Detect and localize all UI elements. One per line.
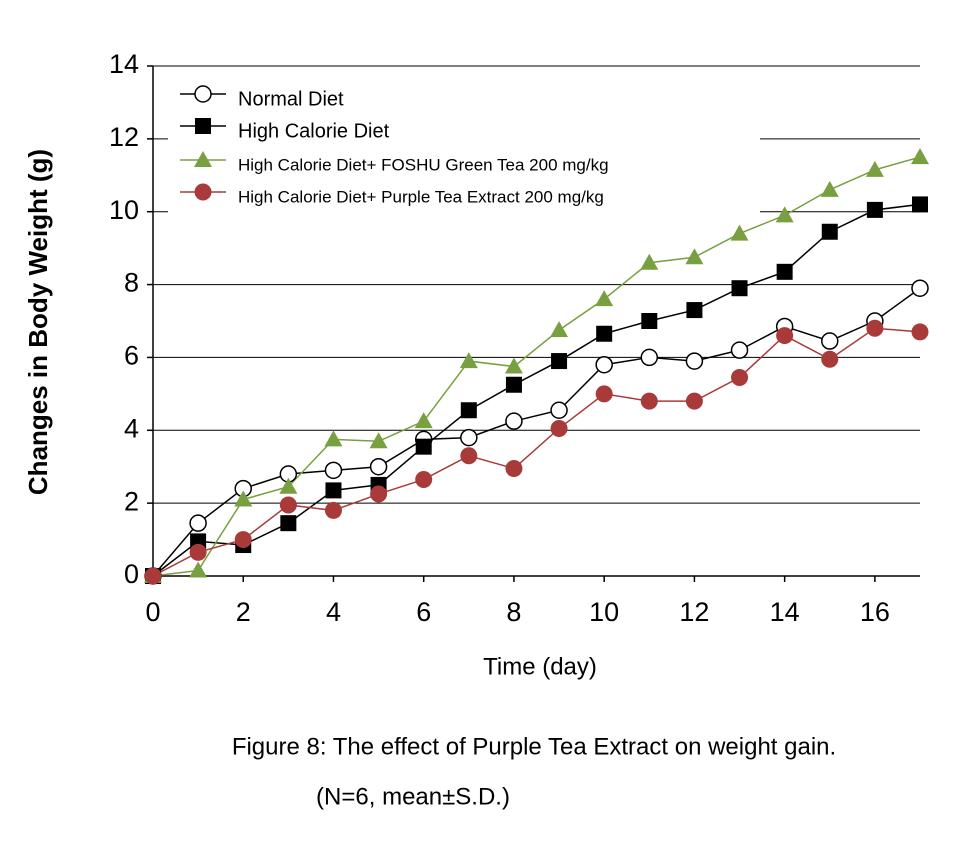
y-tick-label: 10 <box>109 195 139 225</box>
marker <box>820 180 839 197</box>
marker <box>685 352 704 370</box>
y-tick-label: 12 <box>109 122 139 152</box>
y-tick-label: 4 <box>124 413 139 443</box>
marker <box>911 323 929 341</box>
marker <box>324 501 342 519</box>
marker <box>189 543 207 561</box>
x-tick-label: 14 <box>770 597 800 627</box>
series-line <box>152 327 921 577</box>
marker <box>504 357 523 374</box>
y-tick-label: 6 <box>124 341 139 371</box>
marker <box>866 201 883 218</box>
marker <box>550 321 569 338</box>
legend-box <box>168 80 760 222</box>
marker <box>641 313 658 329</box>
marker <box>731 368 749 386</box>
marker <box>640 348 659 367</box>
marker <box>189 514 207 532</box>
marker <box>280 515 297 532</box>
marker <box>776 327 794 345</box>
marker <box>821 332 839 350</box>
marker <box>595 355 613 374</box>
x-tick-label: 8 <box>506 597 521 627</box>
marker <box>414 412 433 429</box>
x-tick-label: 6 <box>416 597 431 627</box>
marker <box>595 290 614 307</box>
marker <box>911 148 929 165</box>
legend-label: High Calorie Diet+ FOSHU Green Tea 200 m… <box>238 155 609 174</box>
marker <box>595 385 613 403</box>
marker <box>279 477 298 494</box>
marker <box>369 457 388 476</box>
marker <box>731 280 748 297</box>
marker <box>776 263 793 280</box>
x-tick-label: 12 <box>679 597 709 627</box>
marker <box>505 460 523 478</box>
marker <box>730 341 749 359</box>
y-tick-label: 2 <box>124 486 139 516</box>
marker <box>551 353 568 370</box>
x-tick-label: 4 <box>326 597 341 627</box>
marker <box>685 392 703 410</box>
marker <box>459 352 478 369</box>
legend-label: Normal Diet <box>238 88 344 110</box>
marker <box>550 401 568 419</box>
marker <box>460 402 477 419</box>
marker <box>460 428 478 447</box>
marker <box>370 485 388 503</box>
caption: Figure 8: The effect of Purple Tea Extra… <box>232 733 836 760</box>
marker <box>324 430 343 447</box>
marker <box>821 350 839 368</box>
marker <box>324 461 343 480</box>
x-axis-label: Time (day) <box>483 653 597 680</box>
marker <box>189 561 208 578</box>
series-line <box>152 156 921 577</box>
marker <box>279 496 297 514</box>
marker <box>144 567 162 585</box>
marker <box>640 253 659 270</box>
y-axis-label: Changes in Body Weight (g) <box>23 149 53 495</box>
marker <box>686 302 703 319</box>
marker <box>640 392 658 410</box>
y-tick-label: 14 <box>109 49 139 79</box>
marker <box>911 279 929 297</box>
marker <box>775 206 794 223</box>
marker <box>415 438 432 455</box>
marker <box>234 490 253 507</box>
y-tick-label: 0 <box>124 559 139 589</box>
marker <box>460 447 478 465</box>
marker <box>369 432 388 449</box>
marker <box>865 160 884 177</box>
marker <box>194 151 212 167</box>
marker <box>194 183 212 201</box>
x-tick-label: 16 <box>860 597 890 627</box>
marker <box>194 85 212 103</box>
marker <box>234 531 252 549</box>
marker <box>550 419 568 437</box>
marker <box>866 319 884 337</box>
marker <box>912 196 928 213</box>
legend-label: High Calorie Diet <box>238 120 390 142</box>
legend-label: High Calorie Diet+ Purple Tea Extract 20… <box>238 187 604 206</box>
marker <box>195 118 211 134</box>
marker <box>821 223 838 240</box>
marker <box>730 224 749 241</box>
marker <box>505 376 522 393</box>
x-tick-label: 2 <box>236 597 251 627</box>
x-tick-label: 0 <box>145 597 160 627</box>
marker <box>325 482 342 499</box>
marker <box>685 248 704 265</box>
marker <box>505 412 523 430</box>
x-tick-label: 10 <box>589 597 619 627</box>
marker <box>596 325 613 342</box>
y-tick-label: 8 <box>124 268 139 298</box>
marker <box>415 470 433 488</box>
caption-note: (N=6, mean±S.D.) <box>316 783 510 810</box>
